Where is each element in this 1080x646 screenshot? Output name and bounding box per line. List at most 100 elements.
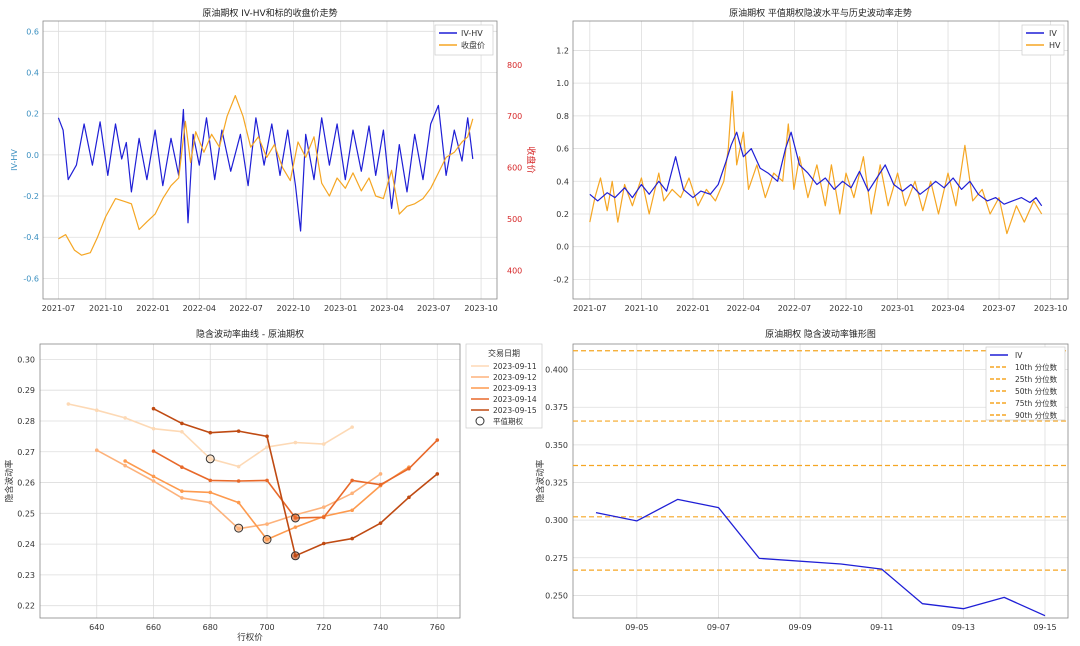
legend-label: 2023-09-12 [493,373,537,382]
smile-point [265,434,269,439]
x-tick-label: 2022-04 [727,304,760,313]
smile-point [94,448,99,453]
legend-box [985,346,1066,421]
smile-point [236,429,241,433]
x-tick-label: 2023-10 [464,304,497,313]
y2-tick-label: 500 [507,215,522,224]
x-tick-label: 2022-10 [277,304,310,313]
smile-point [236,464,241,469]
plot-frame [572,20,1069,300]
smile-point [208,478,213,483]
y-tick-label: 0.400 [545,366,568,375]
y-tick-label: 0.375 [545,403,568,412]
atm-marker [262,534,272,544]
series-line-iv [595,498,1046,617]
x-tick-label: 2022-01 [676,304,709,313]
plot-frame [42,20,498,300]
y2-axis-label: 收盘价 [525,146,537,173]
smile-point [378,521,383,525]
series-line-hv [589,90,1043,235]
x-tick-label: 720 [316,623,331,632]
chart-title: 原油期权 IV-HV和标的收盘价走势 [202,7,337,19]
smile-point [293,440,298,445]
smile-point [321,541,326,546]
smile-point [293,525,298,529]
smile-point [151,449,156,453]
y-tick-label: 0.30 [17,355,35,364]
y-tick-label: 0.6 [26,27,39,36]
y-tick-label: 0.0 [556,243,569,252]
smile-point [208,500,213,505]
smile-point [151,479,156,483]
smile-point [350,491,354,496]
legend-label: 25th 分位数 [1015,374,1058,384]
legend-label: 10th 分位数 [1015,362,1058,372]
x-tick-label: 09-05 [625,623,648,632]
y-tick-label: 0.28 [17,417,35,426]
y-tick-label: 0.25 [17,509,35,518]
smile-point [321,515,326,520]
x-tick-label: 2022-01 [136,304,169,313]
x-tick-label: 2023-04 [931,304,964,313]
chart-ivhv-close: -0.6 -0.4 -0.2 0.0 0.2 0.4 0.6 400 500 600 700 800 2… [10,7,537,313]
chart-title: 原油期权 隐含波动率锥形图 [765,328,876,340]
y-tick-label: -0.2 [23,192,39,201]
x-tick-label: 09-07 [707,623,730,632]
legend-title: 交易日期 [488,348,520,358]
legend: IV 10th 分位数 25th 分位数 50th 分位数 75th 分位数 90th 分… [985,346,1066,421]
y-axis-label: 隐含波动率 [535,459,546,502]
smile-point [94,408,99,412]
smile-point [265,522,269,526]
smile-point [66,402,71,406]
x-tick-label: 2023-01 [881,304,914,313]
y-tick-label: 1.0 [556,79,569,88]
x-tick-label: 2021-10 [625,304,658,313]
smile-point [180,429,184,434]
x-tick-label: 09-09 [788,623,811,632]
legend-label: 2023-09-13 [493,384,537,393]
y-tick-label: 0.29 [17,386,35,395]
y-tick-label: 0.24 [17,540,35,549]
plot-frame [572,343,1069,619]
y-tick-label: 1.2 [556,46,569,55]
y-tick-label: 0.2 [26,110,39,119]
series-line-iv [589,131,1043,207]
legend: IV-HV 收盘价 [434,24,494,56]
y-axis-label: 隐含波动率 [4,459,15,502]
atm-marker [290,551,300,561]
x-tick-label: 2021-07 [573,304,606,313]
smile-point [350,508,354,513]
legend-label: IV [1015,351,1023,360]
smile-point [123,463,127,468]
y2-tick-label: 800 [507,61,522,70]
x-tick-label: 2021-07 [42,304,75,313]
x-tick-label: 640 [89,623,104,632]
legend-label: 2023-09-15 [493,406,537,415]
y-tick-label: 0.250 [545,591,568,600]
smile-point [180,489,184,493]
smile-point [350,478,354,483]
smile-point [321,505,326,509]
y-tick-label: 0.6 [556,145,569,154]
smile-point [123,459,127,463]
chart-iv-cone: 0.250 0.275 0.300 0.325 0.350 0.375 0.400 09-05… [535,328,1069,632]
smile-line-2023-09-12 [96,449,381,530]
smile-point [123,416,127,420]
x-axis-label: 行权价 [237,632,263,643]
series-line-iv-hv [57,104,474,232]
atm-marker [205,454,215,464]
smile-point [378,482,383,487]
smile-point [180,496,184,500]
legend-label: 50th 分位数 [1015,386,1058,396]
atm-marker [290,513,300,523]
smile-point [208,430,213,435]
y-tick-label: 0.325 [545,479,568,488]
chart-title: 原油期权 平值期权隐波水平与历史波动率走势 [729,7,912,19]
x-tick-label: 2022-10 [829,304,862,313]
x-tick-label: 2023-04 [370,304,403,313]
y-tick-label: 0.23 [17,571,35,580]
x-tick-label: 09-13 [952,623,975,632]
y-tick-label: 0.300 [545,516,568,525]
x-tick-label: 760 [430,623,445,632]
